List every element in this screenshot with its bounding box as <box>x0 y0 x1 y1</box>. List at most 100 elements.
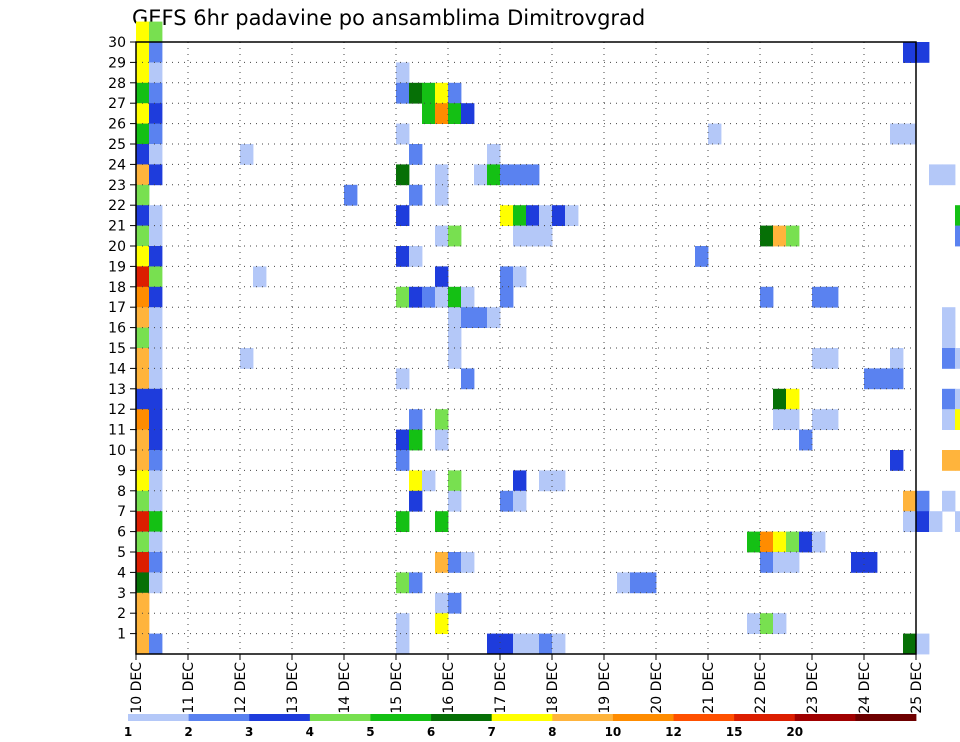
heatmap-cell <box>890 348 904 369</box>
heatmap-cell <box>149 307 163 328</box>
heatmap-cell <box>136 286 150 308</box>
heatmap-cell <box>396 164 410 186</box>
heatmap-cell <box>760 613 774 634</box>
heatmap-cell <box>461 103 475 124</box>
heatmap-cell <box>903 42 917 63</box>
heatmap-cell <box>942 164 956 186</box>
heatmap-cell <box>539 225 553 247</box>
heatmap-cell <box>513 490 527 512</box>
heatmap-cell <box>396 633 410 655</box>
y-tick-label: 4 <box>117 565 126 581</box>
heatmap-cell <box>136 613 150 634</box>
heatmap-cell <box>435 82 449 104</box>
heatmap-cell <box>955 511 960 532</box>
legend-label: 12 <box>665 725 682 739</box>
y-tick-label: 17 <box>108 300 126 316</box>
heatmap-cell <box>422 103 436 124</box>
heatmap-cell <box>474 164 488 186</box>
legend-swatch <box>855 714 917 721</box>
heatmap-cell <box>396 62 410 84</box>
legend-label: 10 <box>605 725 622 739</box>
heatmap-cell <box>812 531 826 553</box>
x-tick-label: 12 DEC <box>233 662 249 714</box>
heatmap-cell <box>903 633 917 655</box>
legend-swatch <box>249 714 311 721</box>
y-tick-label: 5 <box>117 545 126 561</box>
y-tick-label: 20 <box>108 239 126 255</box>
heatmap-cell <box>149 266 163 288</box>
heatmap-cell <box>149 246 163 267</box>
heatmap-cell <box>136 409 150 430</box>
x-tick-label: 24 DEC <box>857 662 873 714</box>
heatmap-cell <box>825 348 839 369</box>
heatmap-cell <box>136 450 150 471</box>
legend-label: 1 <box>124 725 132 739</box>
y-tick-label: 22 <box>108 198 126 214</box>
heatmap-cell <box>942 388 956 410</box>
heatmap-cell <box>396 123 410 145</box>
heatmap-cell <box>149 368 163 390</box>
heatmap-cell <box>396 572 410 594</box>
heatmap-cell <box>136 82 150 104</box>
heatmap-cell <box>136 266 150 288</box>
heatmap-cell <box>448 592 462 614</box>
heatmap-cell <box>903 490 917 512</box>
heatmap-cell <box>812 348 826 369</box>
y-tick-label: 24 <box>108 157 126 173</box>
x-tick-label: 10 DEC <box>129 662 145 714</box>
heatmap-cell <box>500 266 514 288</box>
heatmap-cell <box>513 266 527 288</box>
heatmap-cell <box>422 82 436 104</box>
heatmap-cell <box>955 450 960 471</box>
heatmap-cell <box>409 286 423 308</box>
legend-swatch <box>794 714 856 721</box>
heatmap-cell <box>396 205 410 226</box>
heatmap-cell <box>422 286 436 308</box>
heatmap-cell <box>240 144 254 165</box>
heatmap-cell <box>500 205 514 226</box>
heatmap-cell <box>149 409 163 430</box>
legend-label: 4 <box>306 725 314 739</box>
heatmap-cell <box>396 511 410 532</box>
heatmap-cell <box>396 82 410 104</box>
heatmap-cell <box>773 409 787 430</box>
heatmap-cell <box>448 552 462 573</box>
heatmap-cell <box>448 327 462 349</box>
heatmap-cell <box>825 286 839 308</box>
heatmap-cell <box>149 552 163 573</box>
heatmap-cell <box>760 552 774 573</box>
heatmap-cell <box>396 368 410 390</box>
heatmap-cell <box>409 572 423 594</box>
heatmap-cell <box>136 225 150 247</box>
heatmap-cell <box>942 409 956 430</box>
heatmap-cell <box>136 164 150 186</box>
heatmap-cell <box>812 409 826 430</box>
heatmap-cell <box>448 490 462 512</box>
legend-swatch <box>612 714 674 721</box>
legend-swatch <box>491 714 553 721</box>
heatmap-cell <box>539 633 553 655</box>
heatmap-cell <box>526 225 540 247</box>
x-tick-label: 15 DEC <box>389 662 405 714</box>
heatmap-cell <box>396 613 410 634</box>
y-tick-label: 12 <box>108 402 126 418</box>
heatmap-cell <box>409 144 423 165</box>
heatmap-cell <box>916 42 930 63</box>
y-tick-label: 13 <box>108 382 126 398</box>
heatmap-cell <box>136 103 150 124</box>
heatmap-cell <box>513 164 527 186</box>
heatmap-cell <box>513 470 527 492</box>
x-tick-label: 17 DEC <box>493 662 509 714</box>
heatmap-cell <box>149 205 163 226</box>
heatmap-cell <box>136 429 150 451</box>
heatmap-cell <box>136 348 150 369</box>
heatmap-cell <box>760 286 774 308</box>
heatmap-cell <box>500 633 514 655</box>
heatmap-cell <box>448 348 462 369</box>
heatmap-cell <box>773 388 787 410</box>
heatmap-cell <box>552 633 566 655</box>
heatmap-cell <box>500 490 514 512</box>
legend-swatch <box>431 714 493 721</box>
heatmap-cell <box>864 552 878 573</box>
heatmap-cell <box>136 123 150 145</box>
